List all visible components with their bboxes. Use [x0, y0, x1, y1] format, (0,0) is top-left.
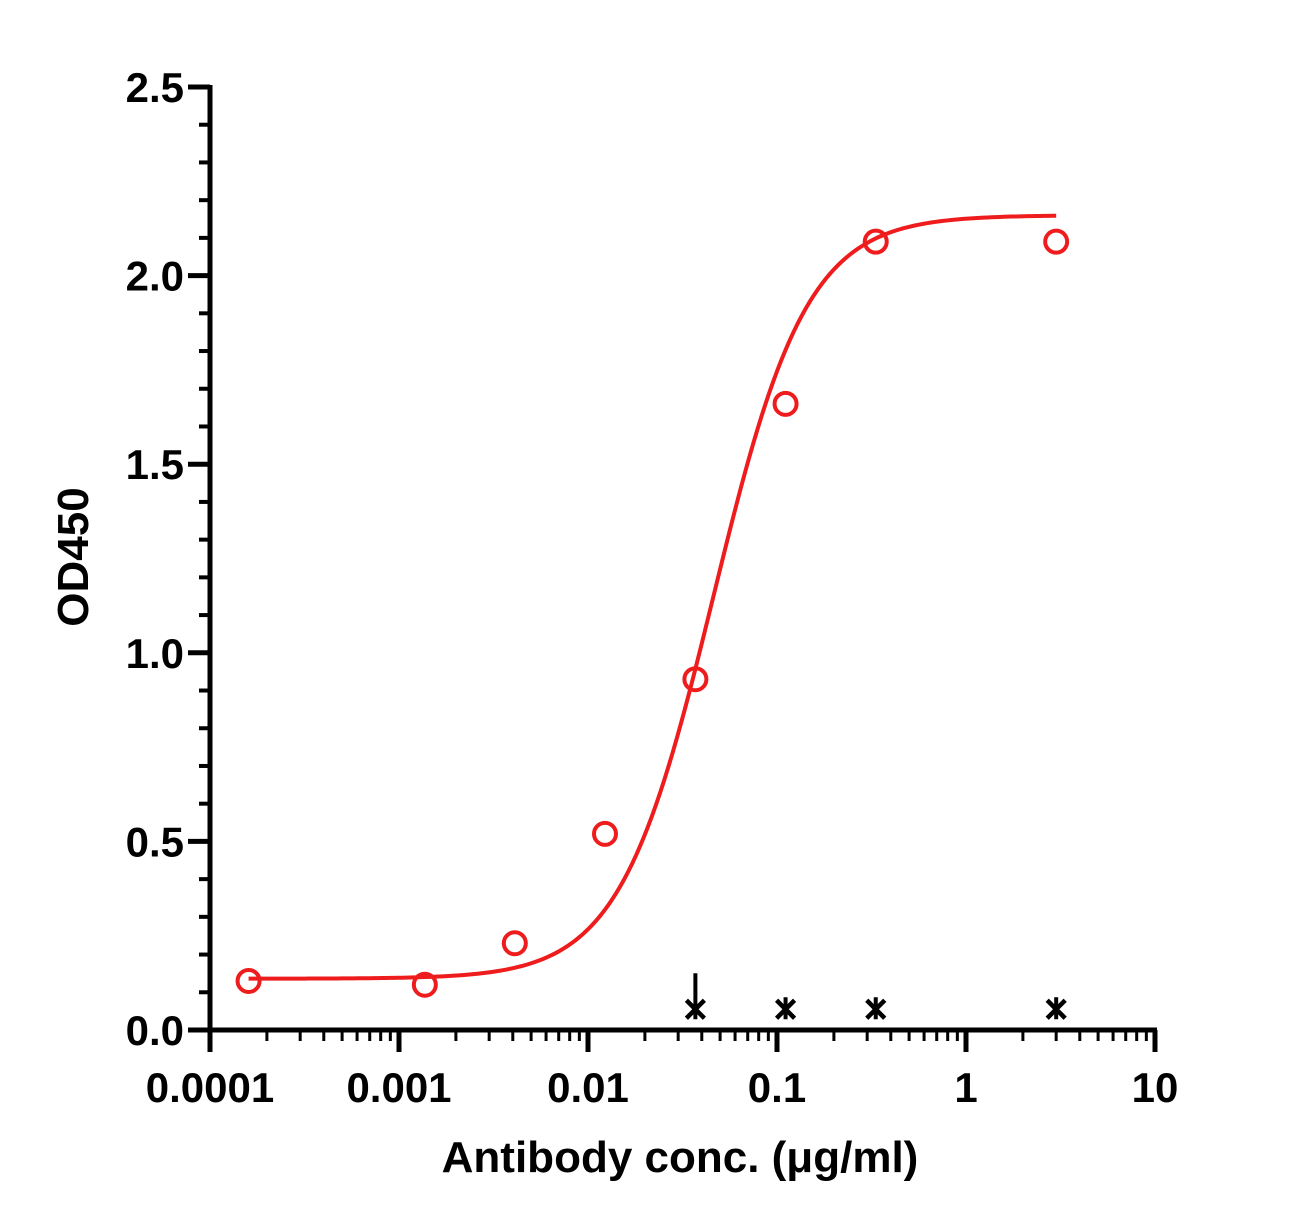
data-point [862, 228, 889, 255]
y-tick-label: 1.0 [126, 630, 184, 677]
y-tick-label: 2.0 [126, 253, 184, 300]
axes: 0.0 0.5 1.0 1.5 2.0 2.5 0.0001 0.001 0.01 0.1 1 10 [126, 64, 1179, 1111]
y-tick-label: 2.5 [126, 64, 184, 111]
data-point [501, 930, 528, 957]
chart-marks [235, 213, 1070, 1020]
y-tick-label: 1.5 [126, 441, 184, 488]
y-tick-label: 0.5 [126, 818, 184, 865]
data-point [235, 967, 262, 994]
data-point [682, 666, 709, 693]
fit-curve [248, 213, 1057, 981]
y-tick-label: 0.0 [126, 1007, 184, 1054]
x-tick-label: 0.0001 [146, 1064, 274, 1111]
data-point [411, 971, 438, 998]
x-tick-label: 1 [954, 1064, 977, 1111]
x-tick-label: 0.001 [346, 1064, 451, 1111]
x-axis-title: Antibody conc. (μg/ml) [442, 1133, 919, 1182]
data-point [591, 820, 618, 847]
y-axis-title: OD450 [49, 487, 98, 626]
data-point [772, 390, 799, 417]
x-tick-label: 0.01 [547, 1064, 629, 1111]
x-tick-label: 0.1 [748, 1064, 806, 1111]
x-tick-label: 10 [1132, 1064, 1179, 1111]
data-point [1043, 228, 1070, 255]
